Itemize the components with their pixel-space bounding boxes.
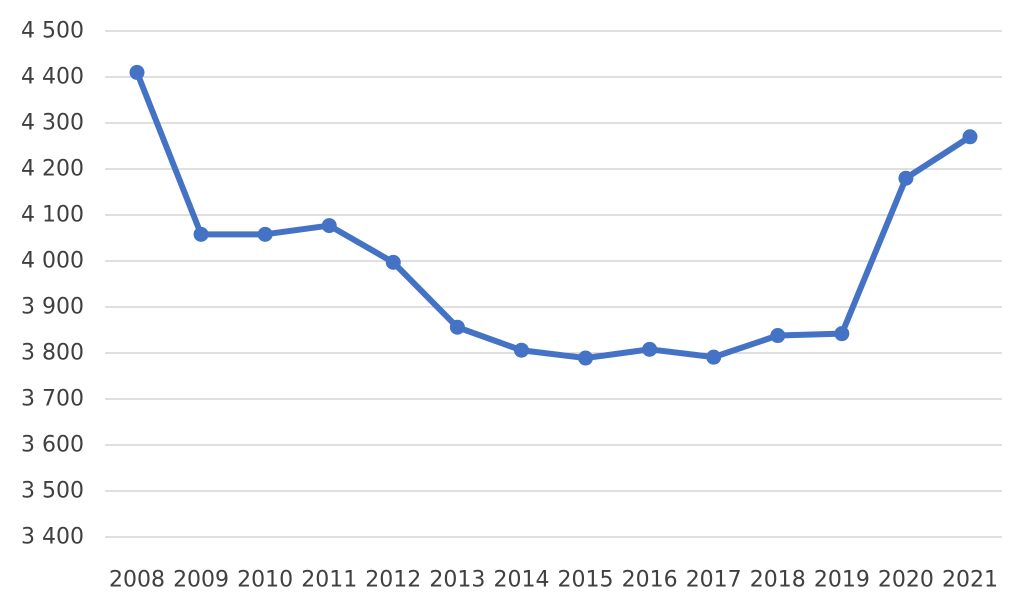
y-tick-label: 3 500 — [21, 479, 84, 504]
series-line — [134, 69, 973, 362]
series-layer — [129, 64, 978, 366]
x-tick-label: 2014 — [493, 568, 549, 593]
y-tick-label: 4 500 — [21, 19, 84, 44]
x-tick-label: 2010 — [237, 568, 293, 593]
x-tick-label: 2021 — [942, 568, 998, 593]
y-tick-label: 3 600 — [21, 433, 84, 458]
x-tick-label: 2017 — [686, 568, 742, 593]
y-tick-label: 3 700 — [21, 387, 84, 412]
y-tick-label: 3 900 — [21, 295, 84, 320]
data-point — [578, 350, 594, 366]
y-tick-label: 4 400 — [21, 65, 84, 90]
x-tick-label: 2012 — [365, 568, 421, 593]
y-tick-label: 4 200 — [21, 157, 84, 182]
y-tick-label: 4 000 — [21, 249, 84, 274]
data-point — [834, 326, 850, 342]
x-tick-label: 2019 — [814, 568, 870, 593]
x-tick-label: 2020 — [878, 568, 934, 593]
grid-lines — [105, 30, 1002, 538]
data-point — [193, 226, 209, 242]
data-point — [770, 328, 786, 344]
x-tick-label: 2018 — [750, 568, 806, 593]
x-tick-label: 2009 — [173, 568, 229, 593]
x-axis-ticks: 2008 2009 2010 2011 2012 2013 2014 2015 2016 2017… — [109, 568, 998, 593]
data-point — [513, 342, 529, 358]
y-tick-label: 4 100 — [21, 203, 84, 228]
data-point — [706, 349, 722, 365]
x-tick-label: 2015 — [558, 568, 614, 593]
data-point — [962, 129, 978, 145]
y-tick-label: 3 400 — [21, 525, 84, 550]
x-tick-label: 2016 — [622, 568, 678, 593]
data-point — [129, 64, 145, 80]
x-tick-label: 2008 — [109, 568, 165, 593]
x-tick-label: 2011 — [301, 568, 357, 593]
data-point — [257, 226, 273, 242]
data-point — [321, 218, 337, 234]
data-point — [898, 170, 914, 186]
y-tick-label: 3 800 — [21, 341, 84, 366]
y-axis-ticks: 3 400 3 500 3 600 3 700 3 800 3 900 4 000 4 100… — [21, 19, 84, 550]
y-tick-label: 4 300 — [21, 111, 84, 136]
data-point — [642, 341, 658, 357]
data-point — [385, 254, 401, 270]
x-tick-label: 2013 — [429, 568, 485, 593]
data-point — [449, 319, 465, 335]
